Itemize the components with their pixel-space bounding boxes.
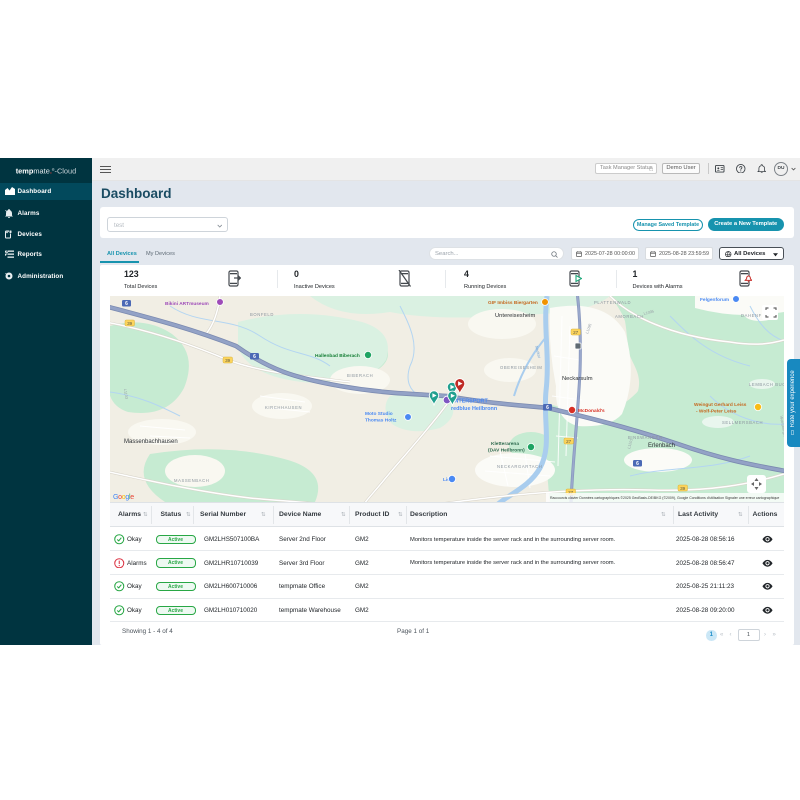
svg-text:27: 27 xyxy=(573,330,579,335)
svg-text:39: 39 xyxy=(680,486,686,491)
svg-text:AMORBACH: AMORBACH xyxy=(615,314,644,319)
svg-text:BONFELD: BONFELD xyxy=(250,312,274,317)
svg-text:Thomas Holtz: Thomas Holtz xyxy=(365,418,397,424)
svg-text:Felgenforum: Felgenforum xyxy=(700,297,729,303)
svg-text:6: 6 xyxy=(636,461,639,467)
svg-text:Neckarsulm: Neckarsulm xyxy=(562,376,593,382)
svg-text:L1101: L1101 xyxy=(627,438,634,449)
svg-text:SELLMERSBACH: SELLMERSBACH xyxy=(722,420,763,425)
svg-text:27: 27 xyxy=(566,439,572,444)
svg-text:INTERSPORT: INTERSPORT xyxy=(453,399,488,405)
svg-text:39: 39 xyxy=(127,321,133,326)
svg-text:BINSWANGEN: BINSWANGEN xyxy=(628,435,662,440)
svg-text:Untereisesheim: Untereisesheim xyxy=(495,313,535,319)
svg-text:Massenbachhausen: Massenbachhausen xyxy=(124,439,178,445)
svg-text:- Wolf-Peter Leiss: - Wolf-Peter Leiss xyxy=(696,409,737,415)
svg-text:BIBERACH: BIBERACH xyxy=(347,373,373,378)
svg-text:NECKARGARTACH: NECKARGARTACH xyxy=(497,464,542,469)
svg-text:Weinsberger: Weinsberger xyxy=(779,415,784,438)
svg-text:Hallenbad Biberach: Hallenbad Biberach xyxy=(315,353,360,359)
svg-text:L1095: L1095 xyxy=(643,309,654,316)
svg-text:Weingut Gerhard Leiss: Weingut Gerhard Leiss xyxy=(694,402,747,408)
svg-text:39: 39 xyxy=(225,358,231,363)
svg-text:6: 6 xyxy=(546,405,549,411)
svg-text:Neckar: Neckar xyxy=(534,345,542,359)
svg-text:Google: Google xyxy=(113,494,134,501)
svg-text:PLATTENWALD: PLATTENWALD xyxy=(594,300,631,305)
svg-text:(DAV Heilbronn): (DAV Heilbronn) xyxy=(488,448,525,454)
svg-text:OBEREISESHEIM: OBEREISESHEIM xyxy=(500,365,542,370)
svg-text:L1095: L1095 xyxy=(585,323,592,334)
svg-text:MASSENBACH: MASSENBACH xyxy=(174,478,209,483)
svg-text:GIF Imbiss Biergarten: GIF Imbiss Biergarten xyxy=(488,300,538,306)
svg-text:Raccourcis clavier Données c: Raccourcis clavier Données cartographiqu… xyxy=(550,496,779,500)
svg-text:KIRCHHAUSEN: KIRCHHAUSEN xyxy=(265,405,302,410)
svg-text:6: 6 xyxy=(125,301,128,307)
svg-text:Kletterarena: Kletterarena xyxy=(491,441,519,447)
svg-text:27: 27 xyxy=(568,490,574,495)
svg-text:Bikini ARTmuseum: Bikini ARTmuseum xyxy=(165,301,209,307)
svg-text:McDonald's: McDonald's xyxy=(578,408,605,414)
svg-text:redblue Heilbronn: redblue Heilbronn xyxy=(451,406,497,412)
svg-text:Lidl: Lidl xyxy=(443,477,452,483)
svg-text:LEMBACH BUCHE: LEMBACH BUCHE xyxy=(749,382,784,387)
svg-text:Erlenbach: Erlenbach xyxy=(648,443,675,449)
svg-text:6: 6 xyxy=(253,354,256,360)
svg-text:DAHENFELD: DAHENFELD xyxy=(741,313,772,318)
svg-text:L1103: L1103 xyxy=(123,389,128,400)
svg-text:Moto Studio: Moto Studio xyxy=(365,411,393,417)
